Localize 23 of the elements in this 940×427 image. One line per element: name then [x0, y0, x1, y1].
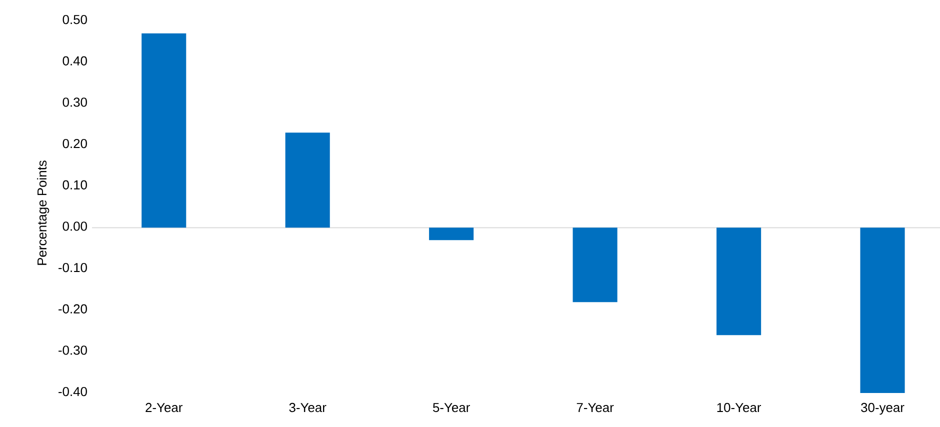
y-tick-label: -0.20	[58, 304, 87, 314]
bar	[142, 33, 186, 228]
y-tick-label: 0.00	[62, 222, 87, 231]
bar	[716, 228, 762, 336]
x-tick-label: 5-Year	[433, 403, 470, 412]
y-tick-label: 0.20	[62, 138, 87, 148]
bar	[572, 228, 618, 302]
bar	[285, 132, 330, 228]
bar	[429, 228, 474, 240]
y-tick-label: 0.30	[62, 98, 87, 107]
y-tick-label: 0.40	[62, 56, 87, 66]
x-tick-label: 3-Year	[289, 402, 326, 412]
y-axis-title: Percentage Points	[37, 160, 50, 265]
x-tick-label: 7-Year	[576, 403, 614, 412]
bar	[860, 228, 905, 393]
x-tick-label: 10-Year	[717, 402, 762, 412]
x-tick-label: 30-year	[861, 402, 904, 415]
x-tick-label: 2-Year	[146, 402, 182, 412]
y-tick-label: 0.50	[62, 14, 87, 24]
y-tick-label: 0.10	[62, 180, 87, 190]
y-tick-label: -0.30	[58, 346, 87, 355]
y-tick-label: -0.10	[58, 262, 87, 272]
y-tick-label: -0.40	[58, 386, 87, 396]
